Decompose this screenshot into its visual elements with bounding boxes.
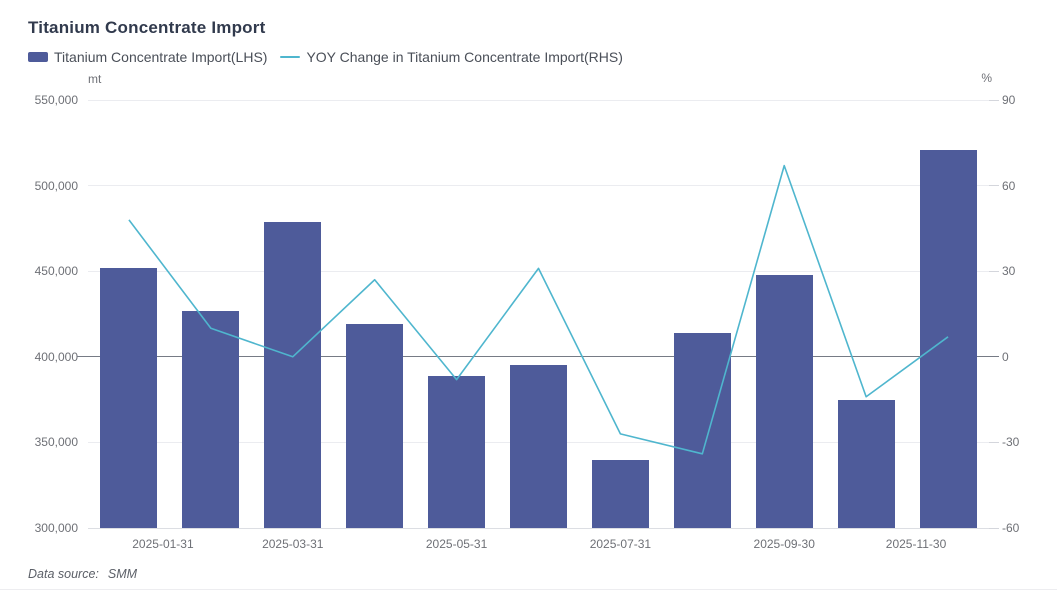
bar-2025-11-30[interactable] [919,149,977,528]
legend-item-import-lhs[interactable]: Titanium Concentrate Import(LHS) [28,49,267,65]
bar-2025-02-28[interactable] [182,310,240,528]
right-axis-tick-label: -60 [1002,521,1020,535]
bottom-divider [0,589,1057,590]
bar-2025-09-30[interactable] [755,275,813,528]
left-axis-tick-label: 350,000 [34,435,78,450]
right-axis-unit: % [981,71,992,85]
right-axis-tick-label: 30 [1002,264,1016,279]
bar-2025-06-30[interactable] [510,364,567,528]
gridline [88,270,989,272]
legend-item-yoy-rhs[interactable]: YOY Change in Titanium Concentrate Impor… [280,49,623,65]
gridline [88,527,989,529]
left-axis-tick-label: 300,000 [34,521,78,535]
right-axis-zero-tick [985,356,999,358]
gridline [88,99,989,101]
x-axis-label-2025-03-31: 2025-03-31 [262,537,324,551]
gridline [88,185,989,187]
right-axis-tick [989,441,999,443]
left-axis-unit: mt [88,72,102,86]
right-axis-tick-label: -30 [1002,435,1020,450]
right-axis-tick [989,99,999,101]
bar-series-swatch-icon [28,52,48,62]
legend: Titanium Concentrate Import(LHS) YOY Cha… [28,49,623,65]
x-axis-label-2025-07-31: 2025-07-31 [589,537,652,551]
left-axis-tick-label: 450,000 [34,264,78,279]
data-source: Data source: SMM [28,567,137,581]
chart-title: Titanium Concentrate Import [28,18,266,37]
x-axis-label-2025-01-31: 2025-01-31 [132,537,194,551]
line-series-swatch-icon [280,55,301,59]
right-axis-tick-label: 60 [1002,178,1016,193]
right-axis-tick-label: 90 [1002,93,1016,107]
bar-2025-05-31[interactable] [428,376,486,528]
right-axis-tick [989,270,999,272]
bar-2025-03-31[interactable] [264,222,322,528]
left-axis-tick-label: 500,000 [34,178,78,193]
bar-2025-01-31[interactable] [100,267,158,528]
data-source-value: SMM [107,567,138,581]
bar-2025-08-31[interactable] [673,332,731,528]
bar-2025-10-31[interactable] [837,399,895,528]
left-axis-tick-label: 550,000 [34,93,78,107]
bar-2025-07-31[interactable] [591,459,649,528]
x-axis-label-2025-09-30: 2025-09-30 [753,537,815,551]
left-axis-zero-tick [77,356,88,358]
legend-label-import-lhs: Titanium Concentrate Import(LHS) [54,49,268,65]
x-axis-label-2025-11-30: 2025-11-30 [885,537,947,551]
right-axis-tick [989,185,999,187]
bar-2025-04-30[interactable] [346,324,404,528]
x-axis-label-2025-05-31: 2025-05-31 [425,537,488,551]
right-axis-tick-label: 0 [1002,349,1009,364]
legend-label-yoy-rhs: YOY Change in Titanium Concentrate Impor… [306,49,623,65]
right-axis-tick [989,527,999,529]
data-source-prefix: Data source: [28,567,99,581]
left-axis-tick-label: 400,000 [34,349,78,364]
